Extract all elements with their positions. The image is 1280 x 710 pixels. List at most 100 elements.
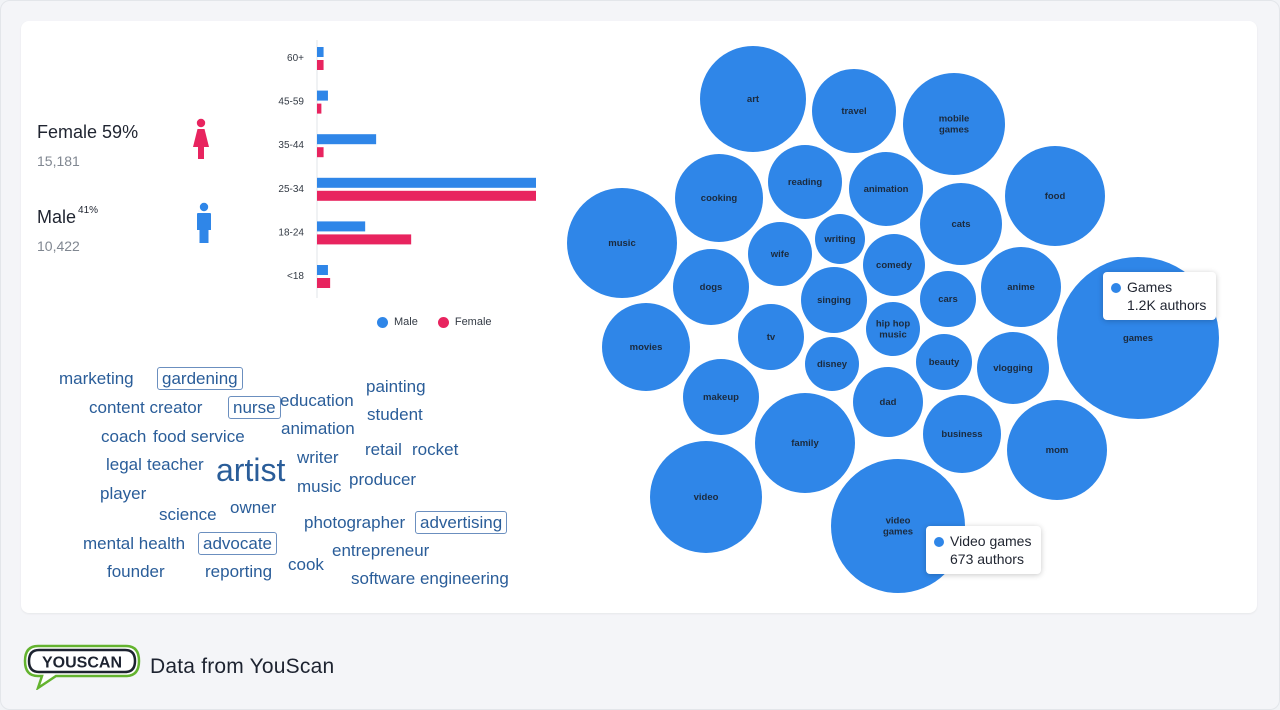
word-animation[interactable]: animation <box>281 419 355 438</box>
bubble-singing[interactable] <box>801 267 867 333</box>
word-producer[interactable]: producer <box>349 470 417 489</box>
age-bar-female[interactable] <box>317 190 536 201</box>
age-bar-male[interactable] <box>317 177 536 188</box>
male-person-icon <box>197 202 211 243</box>
bubble-label-art: art <box>747 94 760 105</box>
bubble-label-family: family <box>791 438 819 449</box>
bubble-animation[interactable] <box>849 152 923 226</box>
word-content-creator[interactable]: content creator <box>89 398 203 417</box>
word-retail[interactable]: retail <box>365 440 402 459</box>
bubble-label-makeup: makeup <box>703 392 739 403</box>
word-painting[interactable]: painting <box>366 377 426 396</box>
word-advocate[interactable]: advocate <box>198 532 277 555</box>
word-founder[interactable]: founder <box>107 562 165 581</box>
bubble-mom[interactable] <box>1007 400 1107 500</box>
bubble-beauty[interactable] <box>916 334 972 390</box>
word-nurse[interactable]: nurse <box>228 396 281 419</box>
bubble-food[interactable] <box>1005 146 1105 246</box>
legend-item-male: Male <box>377 316 418 328</box>
bubble-comedy[interactable] <box>863 234 925 296</box>
word-music[interactable]: music <box>297 477 342 496</box>
age-bar-male[interactable] <box>317 47 324 57</box>
age-bar-male[interactable] <box>317 134 377 145</box>
female-title: Female 59% <box>37 122 138 143</box>
bubble-family[interactable] <box>755 393 855 493</box>
male-pct: 41% <box>78 205 99 216</box>
word-reporting[interactable]: reporting <box>205 562 273 581</box>
interest-bubble-chart: arttravelmobilegamescookingreadinganimat… <box>567 46 1219 593</box>
word-rocket[interactable]: rocket <box>412 440 459 459</box>
word-legal[interactable]: legal <box>106 455 142 474</box>
bubble-label-movies: movies <box>630 342 663 353</box>
age-tick-label: <18 <box>287 271 304 282</box>
bubble-vlogging[interactable] <box>977 332 1049 404</box>
bubble-cars[interactable] <box>920 271 976 327</box>
bubble-art[interactable] <box>700 46 806 152</box>
word-owner[interactable]: owner <box>230 498 277 517</box>
word-marketing[interactable]: marketing <box>59 369 134 388</box>
bubble-label-vlogging: vlogging <box>993 363 1033 374</box>
male-label: Male <box>37 207 77 227</box>
bubble-label-hip-hop-music: hip hop <box>876 319 910 330</box>
bubble-label-comedy: comedy <box>876 260 913 271</box>
word-entrepreneur[interactable]: entrepreneur <box>332 541 430 560</box>
age-bar-female[interactable] <box>317 147 324 158</box>
bubble-hip-hop-music[interactable] <box>866 302 920 356</box>
bubble-makeup[interactable] <box>683 359 759 435</box>
word-player[interactable]: player <box>100 484 147 503</box>
bubble-label-business: business <box>941 429 982 440</box>
bubble-disney[interactable] <box>805 337 859 391</box>
tooltip-video-games-dot <box>934 537 944 547</box>
bubble-cats[interactable] <box>920 183 1002 265</box>
legend-dot-female <box>437 316 449 328</box>
word-writer[interactable]: writer <box>297 448 339 467</box>
bubble-movies[interactable] <box>602 303 690 391</box>
word-mental-health[interactable]: mental health <box>83 534 186 553</box>
legend-label-female: Female <box>454 316 492 328</box>
male-count: 10,422 <box>37 238 80 254</box>
word-education[interactable]: education <box>280 391 354 410</box>
word-food-service[interactable]: food service <box>153 427 245 446</box>
word-cook[interactable]: cook <box>288 555 324 574</box>
age-bar-female[interactable] <box>317 278 331 288</box>
bubble-mobile-games[interactable] <box>903 73 1005 175</box>
bubble-label-anime: anime <box>1007 282 1034 293</box>
age-bar-female[interactable] <box>317 234 412 245</box>
age-bar-male[interactable] <box>317 265 328 275</box>
bubble-label-singing: singing <box>817 295 851 306</box>
word-photographer[interactable]: photographer <box>304 513 406 532</box>
word-student[interactable]: student <box>367 405 423 424</box>
bubble-dogs[interactable] <box>673 249 749 325</box>
word-artist[interactable]: artist <box>216 452 286 488</box>
bubble-travel[interactable] <box>812 69 896 153</box>
age-bar-male[interactable] <box>317 221 366 232</box>
bubble-music[interactable] <box>567 188 677 298</box>
bubble-wife[interactable] <box>748 222 812 286</box>
age-bar-male[interactable] <box>317 90 328 101</box>
bubble-label-dogs: dogs <box>700 282 723 293</box>
age-bar-female[interactable] <box>317 103 322 114</box>
bubble-dad[interactable] <box>853 367 923 437</box>
word-teacher[interactable]: teacher <box>147 455 204 474</box>
bubble-label-tv: tv <box>767 332 776 343</box>
bubble-video[interactable] <box>650 441 762 553</box>
age-bar-female[interactable] <box>317 60 324 70</box>
word-coach[interactable]: coach <box>101 427 147 446</box>
word-advertising[interactable]: advertising <box>415 511 508 534</box>
word-software-engineering[interactable]: software engineering <box>351 569 509 588</box>
bubble-cooking[interactable] <box>675 154 763 242</box>
bubble-anime[interactable] <box>981 247 1061 327</box>
bubble-tv[interactable] <box>738 304 804 370</box>
age-tick-label: 45-59 <box>278 97 304 108</box>
bubble-label-writing: writing <box>823 234 855 245</box>
bubble-label-video-games: games <box>883 527 913 538</box>
age-tick-label: 60+ <box>287 53 304 64</box>
bubble-writing[interactable] <box>815 214 865 264</box>
bubble-reading[interactable] <box>768 145 842 219</box>
bubble-label-animation: animation <box>864 184 909 195</box>
word-science[interactable]: science <box>159 505 217 524</box>
word-gardening[interactable]: gardening <box>157 367 243 390</box>
bubble-label-travel: travel <box>841 106 866 117</box>
bubble-business[interactable] <box>923 395 1001 473</box>
tooltip-video-games-title: Video games <box>950 533 1032 549</box>
